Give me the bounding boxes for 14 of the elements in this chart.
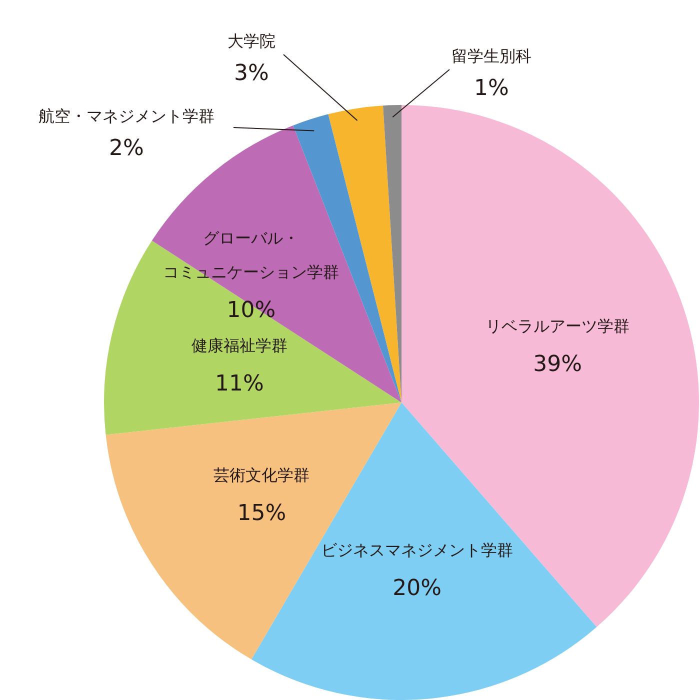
slice-label: 健康福祉学群 [191, 336, 288, 356]
data-label: 39% [533, 352, 582, 377]
data-label: 15% [237, 500, 286, 526]
slice-label: ビジネスマネジメント学群 [321, 540, 514, 560]
slice-label: 航空・マネジメント学群 [38, 106, 214, 126]
data-label: 3% [234, 61, 269, 86]
data-label: 20% [392, 576, 442, 602]
data-label: 2% [109, 136, 144, 162]
slice-label: 留学生別科 [452, 46, 532, 66]
slice-label: 大学院 [228, 32, 276, 51]
data-label: 11% [214, 372, 264, 397]
slice-label: リベラルアーツ学群 [486, 316, 630, 336]
slice-label: 芸術文化学群 [214, 465, 310, 484]
data-label: 1% [474, 76, 509, 102]
